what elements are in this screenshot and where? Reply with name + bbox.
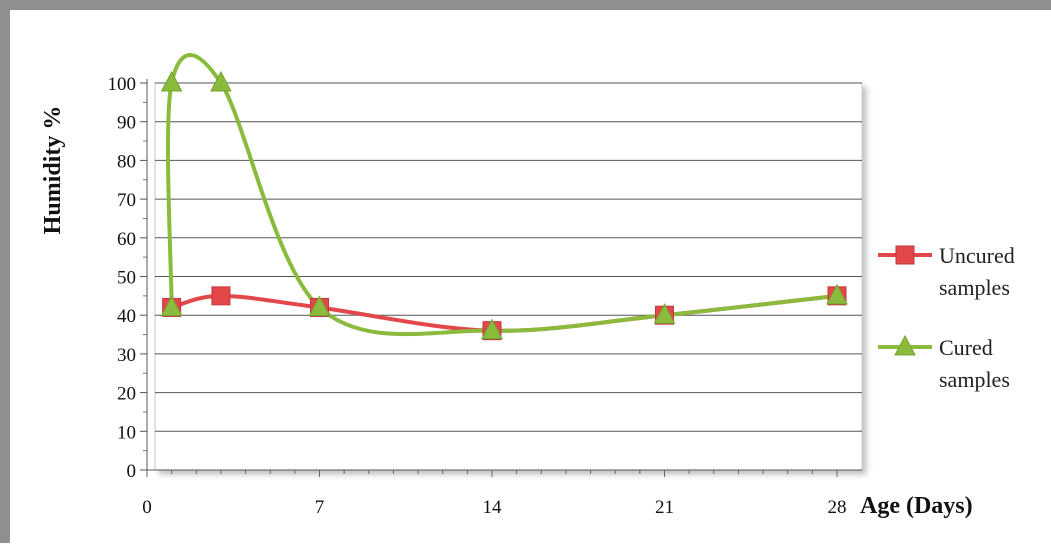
y-tick-label-80: 80 [117,151,136,172]
x-tick-label-0: 0 [142,497,152,518]
y-axis-ticks: 0 10 20 30 40 50 60 70 80 90 100 [108,74,147,482]
y-tick-label-90: 90 [117,113,136,134]
legend-label-0-1: samples [939,275,1010,300]
y-tick-label-0: 0 [127,461,137,482]
series-1-point-4 [481,318,503,340]
series-1-point-6 [826,283,848,305]
series-1-point-0 [160,295,183,316]
x-tick-label-14: 14 [483,497,503,518]
series-1-point-1 [160,70,183,92]
line-chart: 0 10 20 30 40 50 60 70 80 90 100 0 7 14 21 28 Humidity… [40,52,1015,519]
x-tick-label-28: 28 [828,497,847,518]
gridlines [155,82,862,432]
series-group [160,52,848,341]
y-tick-label-40: 40 [117,306,136,327]
y-tick-label-60: 60 [117,229,136,250]
legend-marker-0 [895,245,915,265]
series-1-point-2 [210,70,232,92]
legend: Uncured samples Cured samples [878,243,1015,392]
y-tick-label-20: 20 [117,384,136,405]
axes [146,79,862,471]
series-1-point-3 [308,295,331,316]
y-tick-label-10: 10 [117,422,136,443]
legend-label-1-0: Cured [939,335,993,360]
y-tick-label-100: 100 [108,74,137,95]
y-tick-label-70: 70 [117,190,136,211]
legend-label-1-1: samples [939,367,1010,392]
series-0-point-1 [211,286,231,306]
x-tick-label-21: 21 [655,497,674,518]
series-1-point-5 [653,303,676,324]
y-axis-title: Humidity % [40,106,66,235]
x-tick-label-7: 7 [315,497,325,518]
x-axis-title: Age (Days) [860,493,973,519]
y-tick-label-30: 30 [117,345,136,366]
legend-label-0-0: Uncured [939,243,1015,268]
y-tick-label-50: 50 [117,268,136,289]
x-axis-ticks: 0 7 14 21 28 [142,470,847,518]
legend-marker-1 [894,334,916,356]
